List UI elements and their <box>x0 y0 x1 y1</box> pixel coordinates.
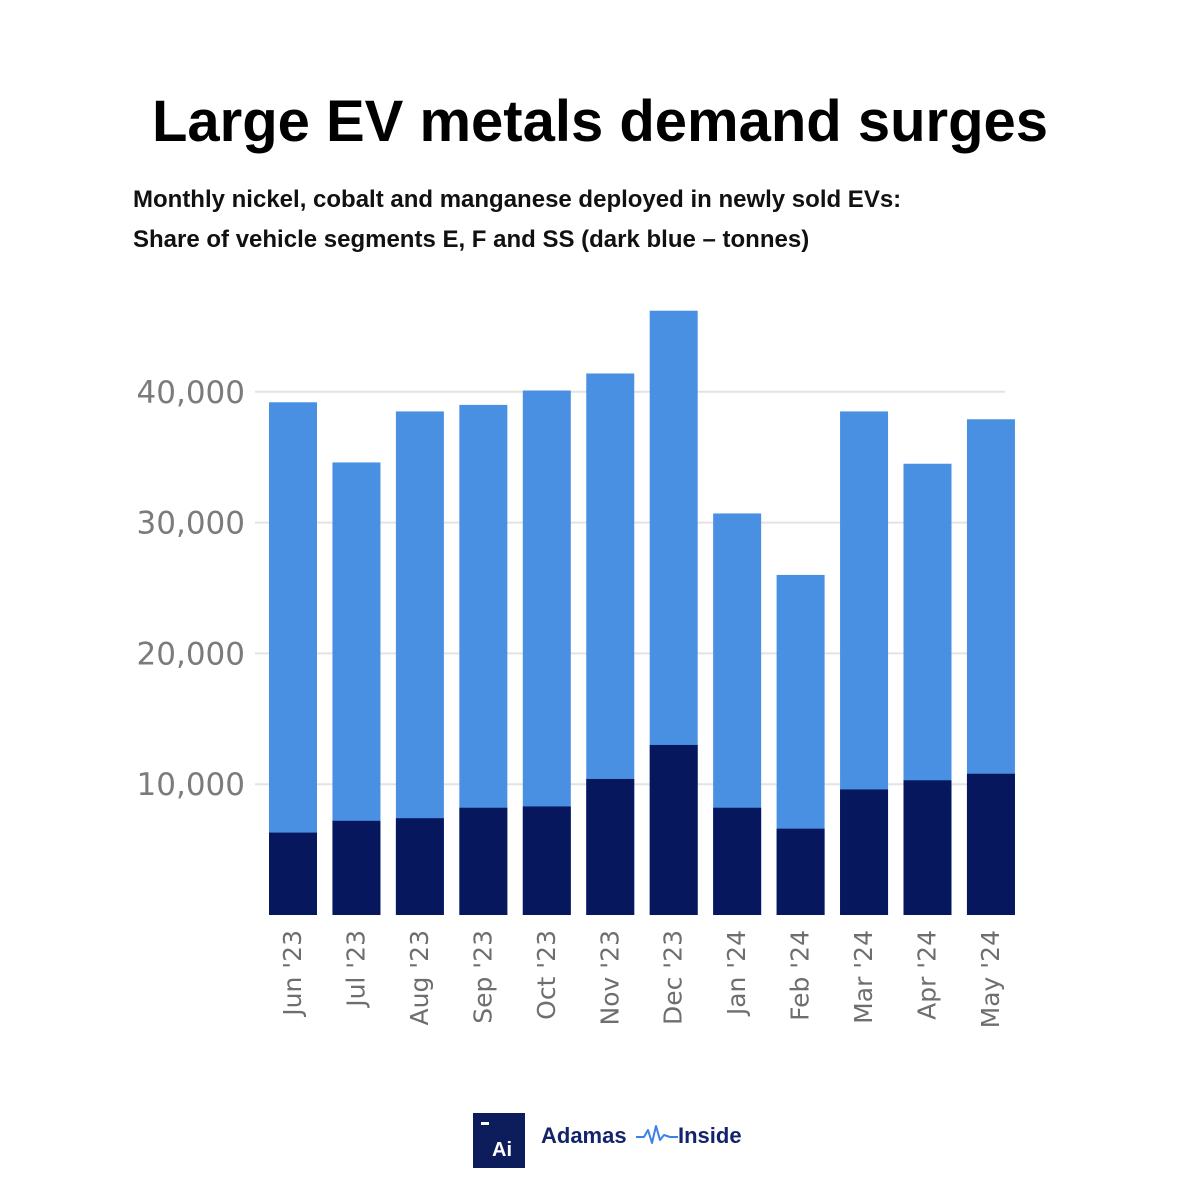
chart-subtitle: Monthly nickel, cobalt and manganese dep… <box>133 180 1133 260</box>
bars <box>269 310 1015 916</box>
x-axis-tick-labels: Jun '23 Jul '23 Aug '23 Sep '23 Oct '23 Nov '… <box>278 930 1005 1028</box>
x-tick-label: Sep '23 <box>468 930 497 1024</box>
bar-chart: 10,000 20,000 30,000 40,000 Jun '23 Jul '23 A… <box>137 310 1015 1028</box>
bar-segments-efss <box>713 807 762 915</box>
bar-segments-efss <box>966 773 1015 915</box>
y-tick-label: 10,000 <box>137 767 245 803</box>
x-tick-label: Jul '23 <box>341 930 370 1009</box>
x-tick-label: Nov '23 <box>595 930 624 1025</box>
subtitle-line-2: Share of vehicle segments E, F and SS (d… <box>133 226 810 253</box>
chart-title: Large EV metals demand surges <box>151 89 1049 154</box>
x-tick-label: Jun '23 <box>278 930 307 1018</box>
bar-segments-efss <box>522 806 571 915</box>
x-tick-label: May '24 <box>976 930 1005 1028</box>
bar-segments-efss <box>649 744 698 915</box>
y-tick-label: 20,000 <box>137 636 245 672</box>
bar-total <box>269 402 317 915</box>
subtitle-line-1: Monthly nickel, cobalt and manganese dep… <box>133 186 902 213</box>
y-tick-label: 40,000 <box>137 375 245 411</box>
x-tick-label: Feb '24 <box>786 930 815 1021</box>
brand-name-right: Inside <box>678 1123 742 1148</box>
x-tick-label: Jan '24 <box>722 930 751 1017</box>
bar-segments-efss <box>332 820 381 915</box>
logo-dash <box>481 1122 489 1125</box>
y-tick-label: 30,000 <box>137 506 245 542</box>
bar-segments-efss <box>776 828 825 915</box>
x-tick-label: Apr '24 <box>913 930 942 1020</box>
x-tick-label: Aug '23 <box>405 930 434 1025</box>
logo-text: Ai <box>492 1139 512 1161</box>
bar-segments-efss <box>586 778 635 915</box>
bar-segments-efss <box>903 780 952 915</box>
bar-segments-efss <box>459 807 508 915</box>
y-axis-tick-labels: 10,000 20,000 30,000 40,000 <box>137 375 245 803</box>
x-tick-label: Dec '23 <box>659 930 688 1025</box>
pulse-icon <box>636 1125 678 1144</box>
x-tick-label: Mar '24 <box>849 930 878 1024</box>
bar-segments-efss <box>840 789 889 915</box>
bar-segments-efss <box>395 818 444 915</box>
x-tick-label: Oct '23 <box>532 930 561 1020</box>
bar-segments-efss <box>269 832 317 915</box>
brand-name-left: Adamas <box>541 1123 627 1148</box>
adamas-logo: Ai <box>473 1113 525 1168</box>
